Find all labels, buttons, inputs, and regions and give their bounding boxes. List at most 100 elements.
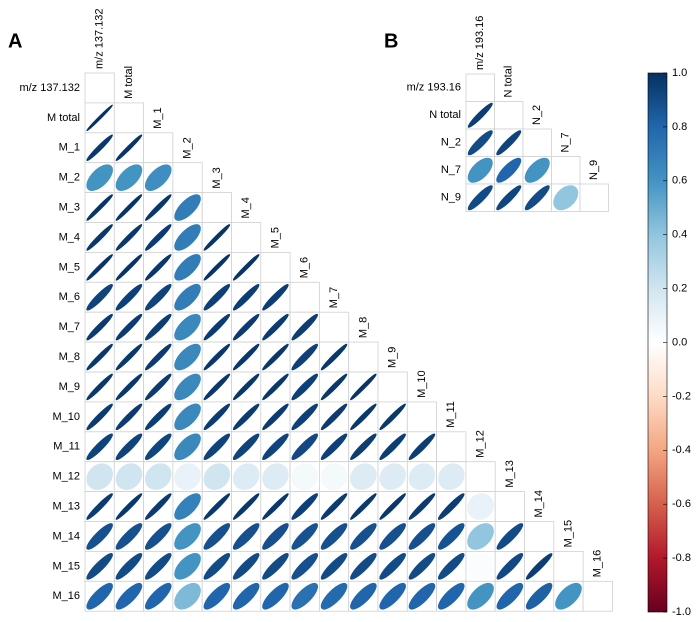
cell xyxy=(465,73,495,102)
correlation-ellipse xyxy=(437,523,465,550)
correlation-ellipse xyxy=(86,553,113,580)
correlation-ellipse xyxy=(174,254,201,281)
cell xyxy=(348,341,379,373)
correlation-ellipse xyxy=(291,523,319,550)
correlation-ellipse xyxy=(320,582,348,610)
correlation-ellipse xyxy=(86,523,113,550)
correlation-ellipse xyxy=(408,433,436,461)
correlation-ellipse xyxy=(232,433,260,461)
correlation-ellipse xyxy=(379,403,406,431)
correlation-ellipse xyxy=(144,313,172,341)
correlation-ellipse xyxy=(525,553,553,580)
correlation-ellipse xyxy=(115,523,143,550)
correlation-ellipse xyxy=(524,157,550,183)
row-label: N_9 xyxy=(441,192,461,204)
correlation-ellipse xyxy=(524,185,550,211)
colorbar-tick-label: 1.0 xyxy=(672,67,687,79)
column-label: M_16 xyxy=(592,550,604,578)
row-label: N_2 xyxy=(441,137,461,149)
column-label: M_3 xyxy=(211,167,223,188)
correlation-ellipse xyxy=(553,185,579,211)
correlation-ellipse xyxy=(320,553,348,580)
correlation-ellipse xyxy=(320,343,348,371)
correlation-ellipse xyxy=(408,553,436,580)
correlation-ellipse xyxy=(174,433,201,461)
row-label: M_6 xyxy=(59,291,80,303)
correlation-ellipse xyxy=(86,283,113,311)
column-label: N_7 xyxy=(560,132,572,152)
correlation-ellipse xyxy=(144,164,172,191)
cell xyxy=(406,401,437,433)
correlation-ellipse xyxy=(115,194,143,221)
cell xyxy=(231,222,262,253)
correlation-ellipse xyxy=(262,343,289,371)
colorbar-tick-label: -0.2 xyxy=(672,390,691,402)
column-label: m/z 193.16 xyxy=(474,16,486,70)
correlation-ellipse xyxy=(350,553,377,580)
correlation-ellipse xyxy=(144,373,172,401)
correlation-ellipse xyxy=(379,433,406,461)
row-label: M total xyxy=(47,112,80,124)
correlation-ellipse xyxy=(115,493,143,520)
correlation-ellipse xyxy=(86,194,113,221)
correlation-ellipse xyxy=(174,493,201,520)
column-label: M_2 xyxy=(181,137,193,158)
correlation-ellipse xyxy=(174,313,201,341)
correlation-ellipse xyxy=(350,373,377,401)
correlation-ellipse xyxy=(350,523,377,550)
correlation-ellipse xyxy=(320,433,348,461)
colorbar-tick-label: 0.8 xyxy=(672,121,687,133)
correlation-ellipse xyxy=(174,373,201,401)
correlation-ellipse xyxy=(291,553,319,580)
correlation-ellipse xyxy=(203,582,231,610)
correlation-ellipse xyxy=(144,493,172,520)
correlation-ellipse xyxy=(144,582,172,610)
colorbar-tick-label: -0.4 xyxy=(672,444,691,456)
correlation-ellipse xyxy=(525,582,553,610)
cell xyxy=(582,580,613,612)
correlation-ellipse xyxy=(115,283,143,311)
correlation-ellipse xyxy=(379,523,406,550)
cell xyxy=(579,183,609,212)
column-label: N_9 xyxy=(588,160,600,180)
correlation-ellipse xyxy=(262,283,289,311)
row-label: M_4 xyxy=(59,231,80,243)
cell xyxy=(465,461,496,493)
correlation-ellipse xyxy=(144,283,172,311)
correlation-ellipse xyxy=(86,134,113,162)
cell xyxy=(524,521,555,552)
row-label: M_13 xyxy=(52,500,80,512)
correlation-ellipse xyxy=(291,463,319,490)
correlation-ellipse xyxy=(86,104,113,132)
correlation-ellipse xyxy=(232,373,260,401)
correlation-ellipse xyxy=(86,403,113,431)
correlation-ellipse xyxy=(174,523,201,550)
correlation-ellipse xyxy=(291,403,319,431)
correlation-ellipse xyxy=(262,582,289,610)
correlation-ellipse xyxy=(467,523,494,550)
correlation-ellipse xyxy=(291,313,319,341)
correlation-ellipse xyxy=(262,373,289,401)
correlation-ellipse xyxy=(115,313,143,341)
correlation-ellipse xyxy=(291,582,319,610)
cell xyxy=(318,311,350,343)
correlation-ellipse xyxy=(86,164,113,191)
correlation-ellipse xyxy=(86,582,113,610)
correlation-ellipse xyxy=(174,403,201,431)
colorbar-tick-label: -0.6 xyxy=(672,498,691,510)
column-label: m/z 137.132 xyxy=(94,8,106,69)
correlation-ellipse xyxy=(320,463,348,490)
correlation-ellipse xyxy=(144,523,172,550)
cell xyxy=(553,551,584,582)
colorbar-tick-label: 0.0 xyxy=(672,336,687,348)
column-label: M_5 xyxy=(269,227,281,248)
correlation-ellipse xyxy=(174,283,201,311)
correlation-ellipse xyxy=(174,343,201,371)
row-label: m/z 137.132 xyxy=(19,82,80,94)
correlation-ellipse xyxy=(86,313,113,341)
correlation-ellipse xyxy=(291,493,319,520)
column-label: M_9 xyxy=(387,347,399,368)
row-label: M_1 xyxy=(59,142,80,154)
correlation-ellipse xyxy=(203,403,231,431)
cell xyxy=(113,102,145,134)
